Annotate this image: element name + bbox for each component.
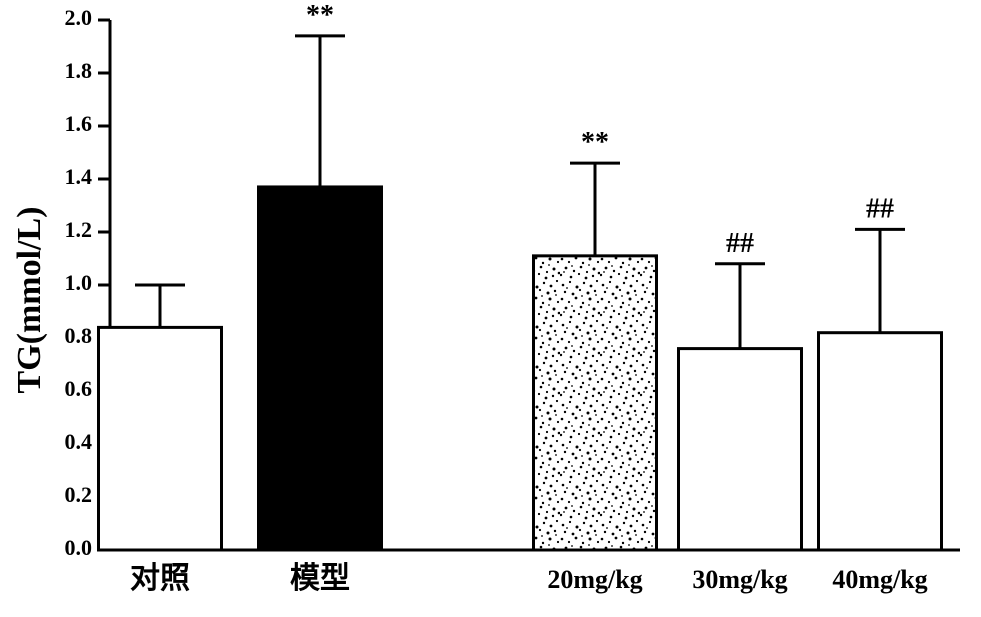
significance-label: ** [581,127,609,158]
tg-bar-chart: 0.0 0.2 0.4 0.6 0.8 1.0 1.2 1.4 1.6 1.8 2.0 TG(mmo… [0,0,981,617]
x-category-label: 模型 [290,562,350,595]
y-tick-label: 0.6 [65,376,93,401]
bar [534,256,657,550]
y-tick-label: 0.2 [65,482,93,507]
significance-group: ** ** ## ## [306,0,894,259]
y-tick-label: 0.8 [65,323,93,348]
y-axis-title: TG(mmol/L) [11,207,48,394]
y-tick-label: 1.4 [65,164,93,189]
x-labels-group: 对照 模型 20mg/kg 30mg/kg 40mg/kg [130,562,928,595]
x-category-label: 对照 [130,562,190,595]
x-category-label: 40mg/kg [832,565,927,594]
x-category-label: 20mg/kg [547,565,642,594]
y-tick-label: 1.6 [65,111,93,136]
y-tick-label: 0.0 [65,535,93,560]
y-tick-label: 0.4 [65,429,93,454]
y-tick-label: 1.8 [65,58,93,83]
bar [819,333,942,550]
bar [99,327,222,550]
significance-label: ## [866,193,894,224]
significance-label: ** [306,0,334,31]
bar [679,349,802,550]
y-tick-label: 1.0 [65,270,93,295]
bar [259,187,382,550]
x-category-label: 30mg/kg [692,565,787,594]
y-tick-label: 2.0 [65,5,93,30]
bars-group [99,187,942,550]
significance-label: ## [726,228,754,259]
y-tick-label: 1.2 [65,217,93,242]
error-bars-group [135,36,905,349]
